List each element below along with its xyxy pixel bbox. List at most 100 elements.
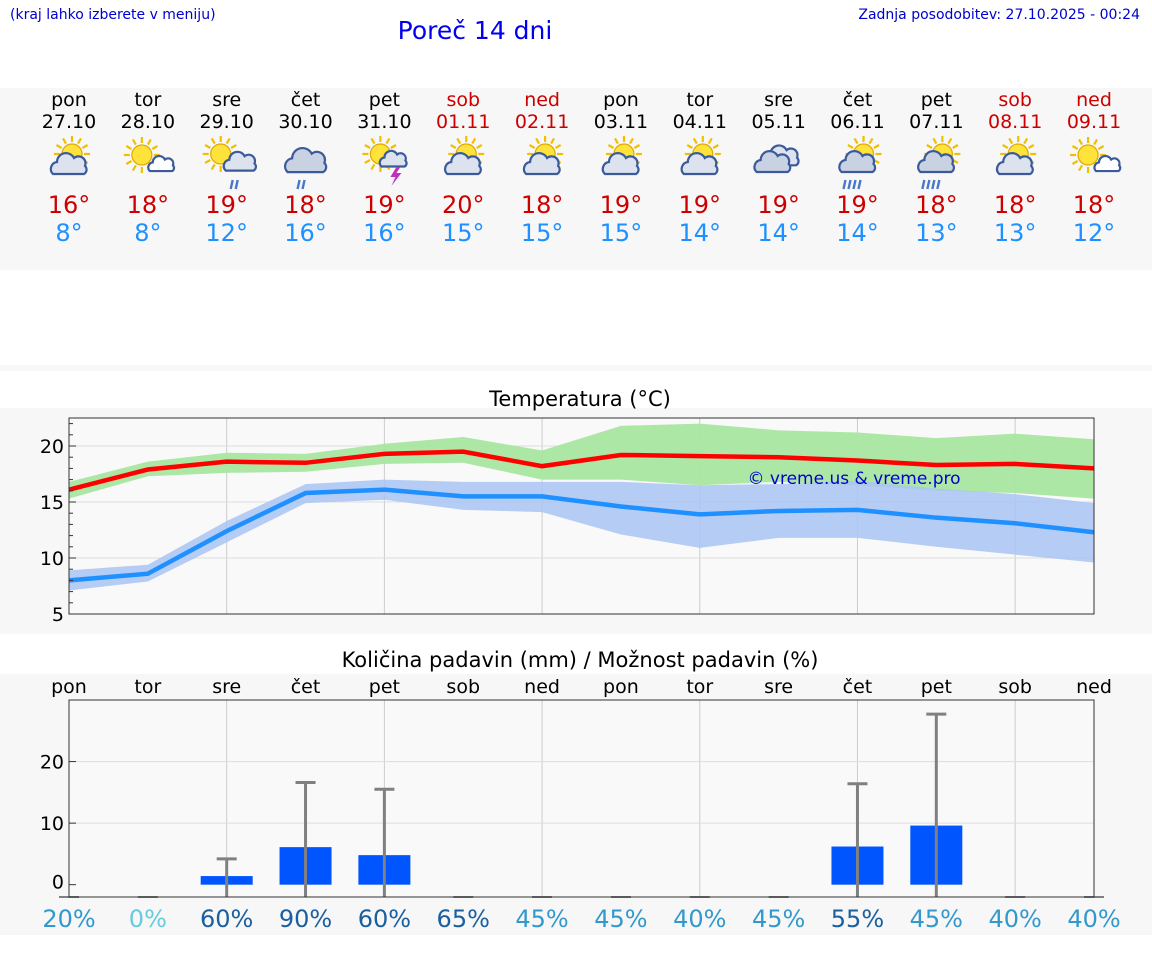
day-date: 07.11 <box>909 111 964 133</box>
day-column: čet 30.10 18° 16° <box>261 89 351 247</box>
day-column: sre 05.11 19° 14° <box>734 89 824 247</box>
day-name: ned <box>524 89 560 111</box>
temp-min: 13° <box>915 219 958 247</box>
day-date: 06.11 <box>830 111 885 133</box>
temp-min: 15° <box>441 219 485 247</box>
day-date: 30.10 <box>278 111 333 133</box>
copyright-label: © vreme.us & vreme.pro <box>747 469 960 489</box>
day-name: tor <box>686 89 714 111</box>
icon-slot <box>339 133 429 189</box>
day-name: čet <box>842 89 873 111</box>
day-date: 04.11 <box>672 111 727 133</box>
city-menu-hint[interactable]: (kraj lahko izberete v meniju) <box>10 7 216 23</box>
day-date: 31.10 <box>357 111 412 133</box>
day-column: čet 06.11 19° 14° <box>813 89 903 247</box>
icon-slot <box>576 133 666 189</box>
temp-max: 18° <box>284 191 327 219</box>
icon-slot <box>261 133 351 189</box>
day-date: 05.11 <box>751 111 806 133</box>
day-name: pon <box>603 89 639 111</box>
y-tick-label: 5 <box>52 604 64 626</box>
day-name: sre <box>764 89 794 111</box>
day-column: pon 27.10 16° 8° <box>24 89 114 247</box>
daily-forecast-strip <box>0 88 1152 270</box>
temp-max: 19° <box>599 191 643 219</box>
temp-min: 12° <box>1072 219 1116 247</box>
temp-min: 15° <box>520 219 564 247</box>
temp-max: 19° <box>363 191 406 219</box>
min-temp-line <box>68 487 1095 583</box>
day-date: 01.11 <box>436 111 491 133</box>
day-name: pet <box>368 89 400 111</box>
temp-min: 13° <box>993 219 1037 247</box>
page-title: Poreč 14 dni <box>397 16 553 45</box>
temp-max: 18° <box>520 191 564 219</box>
icon-slot <box>1049 133 1139 189</box>
day-name: tor <box>134 89 162 111</box>
y-tick-label: 10 <box>40 548 64 570</box>
min-temp-range-band <box>69 479 1094 591</box>
day-name: sob <box>446 89 481 111</box>
day-date: 27.10 <box>41 111 97 133</box>
day-name: pon <box>51 89 87 111</box>
icon-slot <box>734 133 824 189</box>
temperature-chart-title: Temperatura (°C) <box>489 387 671 411</box>
icon-slot <box>813 133 903 189</box>
day-column: sre 29.10 19° 12° <box>182 89 272 247</box>
day-column: pon 03.11 19° 15° <box>576 89 666 247</box>
day-name: ned <box>1076 89 1112 111</box>
temp-max: 18° <box>993 191 1037 219</box>
icon-slot <box>418 133 508 189</box>
temp-max: 20° <box>441 191 485 219</box>
day-date: 08.11 <box>987 111 1043 133</box>
max-temp-line <box>68 449 1095 492</box>
temp-min: 16° <box>363 219 406 247</box>
day-column: sob 01.11 20° 15° <box>418 89 508 247</box>
temp-plot-frame <box>68 417 1095 615</box>
temp-max: 19° <box>836 191 879 219</box>
last-updated: Zadnja posodobitev: 27.10.2025 - 00:24 <box>858 7 1140 23</box>
temp-min: 8° <box>134 219 162 247</box>
temp-min: 8° <box>55 219 83 247</box>
icon-slot <box>182 133 272 189</box>
icon-slot <box>103 133 193 189</box>
temp-min: 16° <box>284 219 327 247</box>
temp-max: 18° <box>915 191 958 219</box>
icon-slot <box>970 133 1060 189</box>
temp-max: 19° <box>757 191 800 219</box>
icon-slot <box>655 133 745 189</box>
y-tick-label: 15 <box>40 492 64 514</box>
day-column: ned 02.11 18° 15° <box>497 89 587 247</box>
icon-slot <box>24 133 114 189</box>
temp-max: 18° <box>126 191 170 219</box>
temp-min: 12° <box>205 219 248 247</box>
temp-min: 14° <box>757 219 800 247</box>
day-name: pet <box>920 89 952 111</box>
icon-slot <box>497 133 587 189</box>
day-name: čet <box>290 89 321 111</box>
day-name: sob <box>998 89 1032 111</box>
day-date: 29.10 <box>199 111 254 133</box>
day-column: tor 28.10 18° 8° <box>103 89 193 247</box>
day-column: sob 08.11 18° 13° <box>970 89 1060 247</box>
day-column: tor 04.11 19° 14° <box>655 89 745 247</box>
day-name: sre <box>212 89 242 111</box>
precipitation-chart-title: Količina padavin (mm) / Možnost padavin … <box>341 648 819 672</box>
y-tick-label: 20 <box>40 436 64 458</box>
day-date: 03.11 <box>593 111 649 133</box>
icon-slot <box>891 133 981 189</box>
temp-max: 19° <box>678 191 722 219</box>
temp-min: 14° <box>836 219 879 247</box>
temp-max: 18° <box>1072 191 1116 219</box>
temp-min: 14° <box>678 219 722 247</box>
temp-max: 16° <box>47 191 91 219</box>
day-column: pet 31.10 19° 16° <box>339 89 429 247</box>
temp-min: 15° <box>599 219 643 247</box>
day-column: pet 07.11 18° 13° <box>891 89 981 247</box>
day-date: 28.10 <box>120 111 176 133</box>
day-date: 09.11 <box>1066 111 1122 133</box>
temp-max: 19° <box>205 191 248 219</box>
separator-band <box>0 365 1152 371</box>
day-date: 02.11 <box>514 111 570 133</box>
